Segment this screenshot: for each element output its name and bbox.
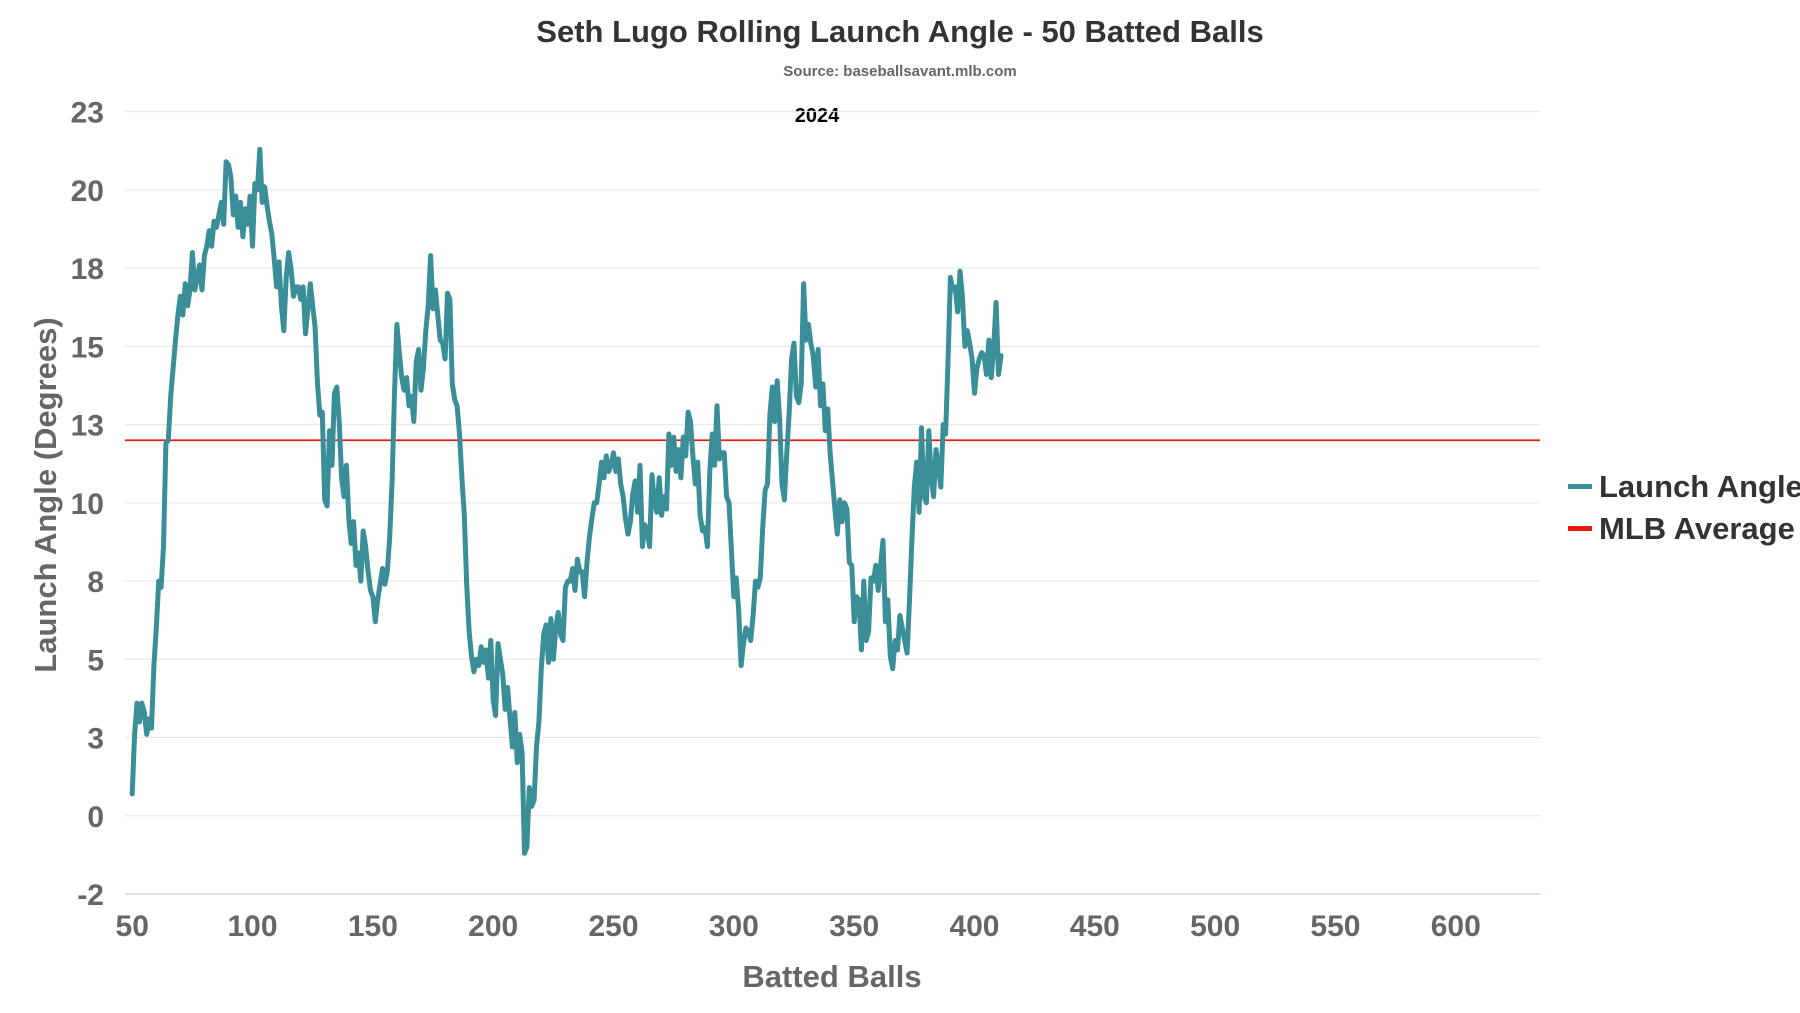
x-axis-tick-labels: 50 100 150 200 250 300 350 400 450 500 550 600: [116, 910, 1481, 943]
x-tick-label: 550: [1310, 910, 1360, 943]
y-tick-label: 15: [71, 331, 104, 364]
y-tick-label: -2: [77, 879, 104, 912]
x-tick-label: 250: [588, 910, 638, 943]
y-tick-label: 23: [71, 97, 104, 130]
x-tick-label: 400: [949, 910, 999, 943]
x-tick-label: 200: [468, 910, 518, 943]
year-annotation: 2024: [795, 105, 840, 127]
legend[interactable]: Launch Angle MLB Average: [1568, 469, 1800, 546]
x-tick-label: 450: [1070, 910, 1120, 943]
legend-item-mlb-average[interactable]: MLB Average: [1568, 511, 1795, 546]
y-tick-label: 13: [71, 410, 104, 443]
chart-subtitle: Source: baseballsavant.mlb.com: [783, 63, 1016, 80]
x-axis-title: Batted Balls: [742, 959, 921, 994]
x-tick-label: 50: [116, 910, 149, 943]
legend-label-launch-angle: Launch Angle: [1599, 469, 1800, 504]
legend-item-launch-angle[interactable]: Launch Angle: [1568, 469, 1800, 504]
y-tick-label: 3: [87, 723, 104, 756]
x-tick-label: 300: [709, 910, 759, 943]
x-tick-label: 150: [348, 910, 398, 943]
y-axis-tick-labels: -2 0 3 5 8 10 13 15 18 20 23: [71, 97, 104, 912]
y-tick-label: 20: [71, 175, 104, 208]
x-tick-label: 500: [1190, 910, 1240, 943]
header: Seth Lugo Rolling Launch Angle - 50 Batt…: [536, 14, 1263, 127]
x-tick-label: 350: [829, 910, 879, 943]
y-tick-label: 10: [71, 488, 104, 521]
legend-swatch-mlb-average: [1568, 526, 1592, 531]
launch-angle-series-line: [129, 146, 1004, 856]
legend-label-mlb-average: MLB Average: [1599, 511, 1795, 546]
y-axis-title: Launch Angle (Degrees): [28, 317, 63, 672]
legend-swatch-launch-angle: [1568, 484, 1592, 489]
y-tick-label: 0: [87, 801, 104, 834]
x-tick-label: 100: [228, 910, 278, 943]
x-tick-label: 600: [1431, 910, 1481, 943]
y-tick-label: 8: [87, 566, 104, 599]
y-tick-label: 18: [71, 253, 104, 286]
chart-title: Seth Lugo Rolling Launch Angle - 50 Batt…: [536, 14, 1263, 49]
y-tick-label: 5: [87, 644, 104, 677]
